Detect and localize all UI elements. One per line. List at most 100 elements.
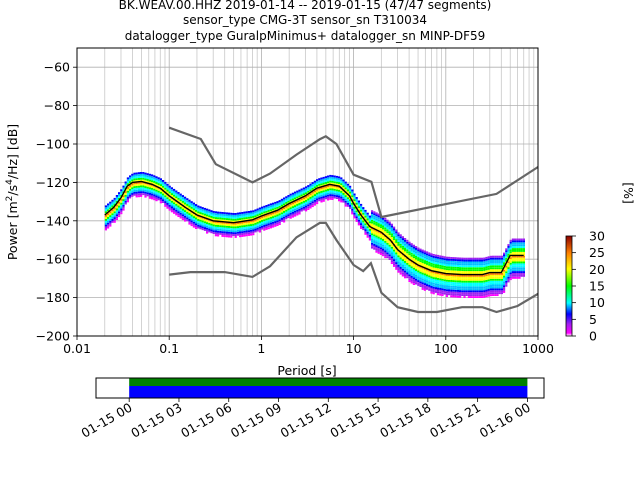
heatmap-cell <box>142 187 144 189</box>
heatmap-cell <box>140 172 142 174</box>
heatmap-cell <box>424 281 426 283</box>
heatmap-cell <box>433 287 435 289</box>
heatmap-cell <box>243 212 245 214</box>
heatmap-cell <box>261 207 263 209</box>
heatmap-cell <box>470 263 472 265</box>
heatmap-cell <box>488 291 490 293</box>
heatmap-cell <box>404 238 406 240</box>
heatmap-cell <box>345 184 347 186</box>
heatmap-cell <box>400 242 402 244</box>
heatmap-cell <box>463 288 465 290</box>
heatmap-cell <box>494 285 496 287</box>
heatmap-cell <box>461 277 463 279</box>
heatmap-cell <box>492 275 494 277</box>
heatmap-cell <box>386 243 388 245</box>
heatmap-cell <box>296 194 298 196</box>
heatmap-cell <box>444 291 446 293</box>
colorbar-tick-label: 10 <box>589 295 605 310</box>
heatmap-cell <box>496 292 498 294</box>
heatmap-cell <box>463 281 465 283</box>
heatmap-cell <box>503 291 505 293</box>
heatmap-cell <box>248 230 250 232</box>
heatmap-cell <box>314 196 316 198</box>
heatmap-cell <box>257 222 259 224</box>
heatmap-cell <box>314 185 316 187</box>
heatmap-cell <box>173 210 175 212</box>
heatmap-cell <box>510 240 512 242</box>
heatmap-cell <box>197 221 199 223</box>
heatmap-cell <box>510 249 512 251</box>
heatmap-cell <box>292 193 294 195</box>
heatmap-cell <box>413 266 415 268</box>
heatmap-cell <box>481 279 483 281</box>
heatmap-cell <box>303 201 305 203</box>
heatmap-cell <box>186 204 188 206</box>
heatmap-cell <box>455 269 457 271</box>
heatmap-cell <box>518 263 520 265</box>
heatmap-cell <box>305 208 307 210</box>
heatmap-cell <box>424 251 426 253</box>
heatmap-cell <box>395 251 397 253</box>
heatmap-cell <box>510 263 512 265</box>
heatmap-cell <box>455 257 457 259</box>
heatmap-cell <box>463 292 465 294</box>
heatmap-cell <box>133 190 135 192</box>
heatmap-cell <box>173 212 175 214</box>
heatmap-cell <box>171 207 173 209</box>
heatmap-cell <box>325 182 327 184</box>
heatmap-cell <box>340 199 342 201</box>
heatmap-cell <box>523 262 525 264</box>
heatmap-cell <box>437 286 439 288</box>
heatmap-cell <box>441 267 443 269</box>
heatmap-cell <box>186 212 188 214</box>
heatmap-cell <box>470 281 472 283</box>
heatmap-cell <box>446 268 448 270</box>
heatmap-cell <box>107 225 109 227</box>
heatmap-cell <box>477 269 479 271</box>
heatmap-cell <box>107 227 109 229</box>
heatmap-cell <box>472 262 474 264</box>
heatmap-cell <box>441 279 443 281</box>
heatmap-cell <box>204 223 206 225</box>
heatmap-cell <box>490 258 492 260</box>
heatmap-cell <box>514 263 516 265</box>
timeline-tick-label: 01-15 06 <box>178 400 234 441</box>
heatmap-cell <box>329 198 331 200</box>
heatmap-cell <box>316 193 318 195</box>
heatmap-cell <box>446 291 448 293</box>
heatmap-cell <box>466 277 468 279</box>
heatmap-cell <box>144 190 146 192</box>
heatmap-cell <box>490 265 492 267</box>
heatmap-cell <box>329 181 331 183</box>
heatmap-cell <box>439 286 441 288</box>
heatmap-cell <box>153 193 155 195</box>
heatmap-cell <box>230 224 232 226</box>
heatmap-cell <box>402 238 404 240</box>
heatmap-cell <box>391 251 393 253</box>
heatmap-cell <box>217 233 219 235</box>
heatmap-cell <box>490 283 492 285</box>
heatmap-cell <box>483 281 485 283</box>
heatmap-cell <box>430 280 432 282</box>
heatmap-cell <box>373 231 375 233</box>
heatmap-cell <box>408 263 410 265</box>
heatmap-cell <box>523 248 525 250</box>
heatmap-cell <box>114 221 116 223</box>
heatmap-cell <box>265 224 267 226</box>
y-tick-label: −200 <box>36 329 70 344</box>
heatmap-cell <box>419 277 421 279</box>
heatmap-cell <box>441 275 443 277</box>
heatmap-cell <box>404 248 406 250</box>
heatmap-cell <box>382 226 384 228</box>
heatmap-cell <box>400 254 402 256</box>
heatmap-cell <box>221 227 223 229</box>
heatmap-cell <box>459 288 461 290</box>
heatmap-cell <box>268 204 270 206</box>
heatmap-cell <box>448 284 450 286</box>
heatmap-cell <box>477 258 479 260</box>
heatmap-cell <box>215 231 217 233</box>
heatmap-cell <box>472 267 474 269</box>
heatmap-cell <box>472 279 474 281</box>
heatmap-cell <box>485 284 487 286</box>
heatmap-cell <box>237 226 239 228</box>
